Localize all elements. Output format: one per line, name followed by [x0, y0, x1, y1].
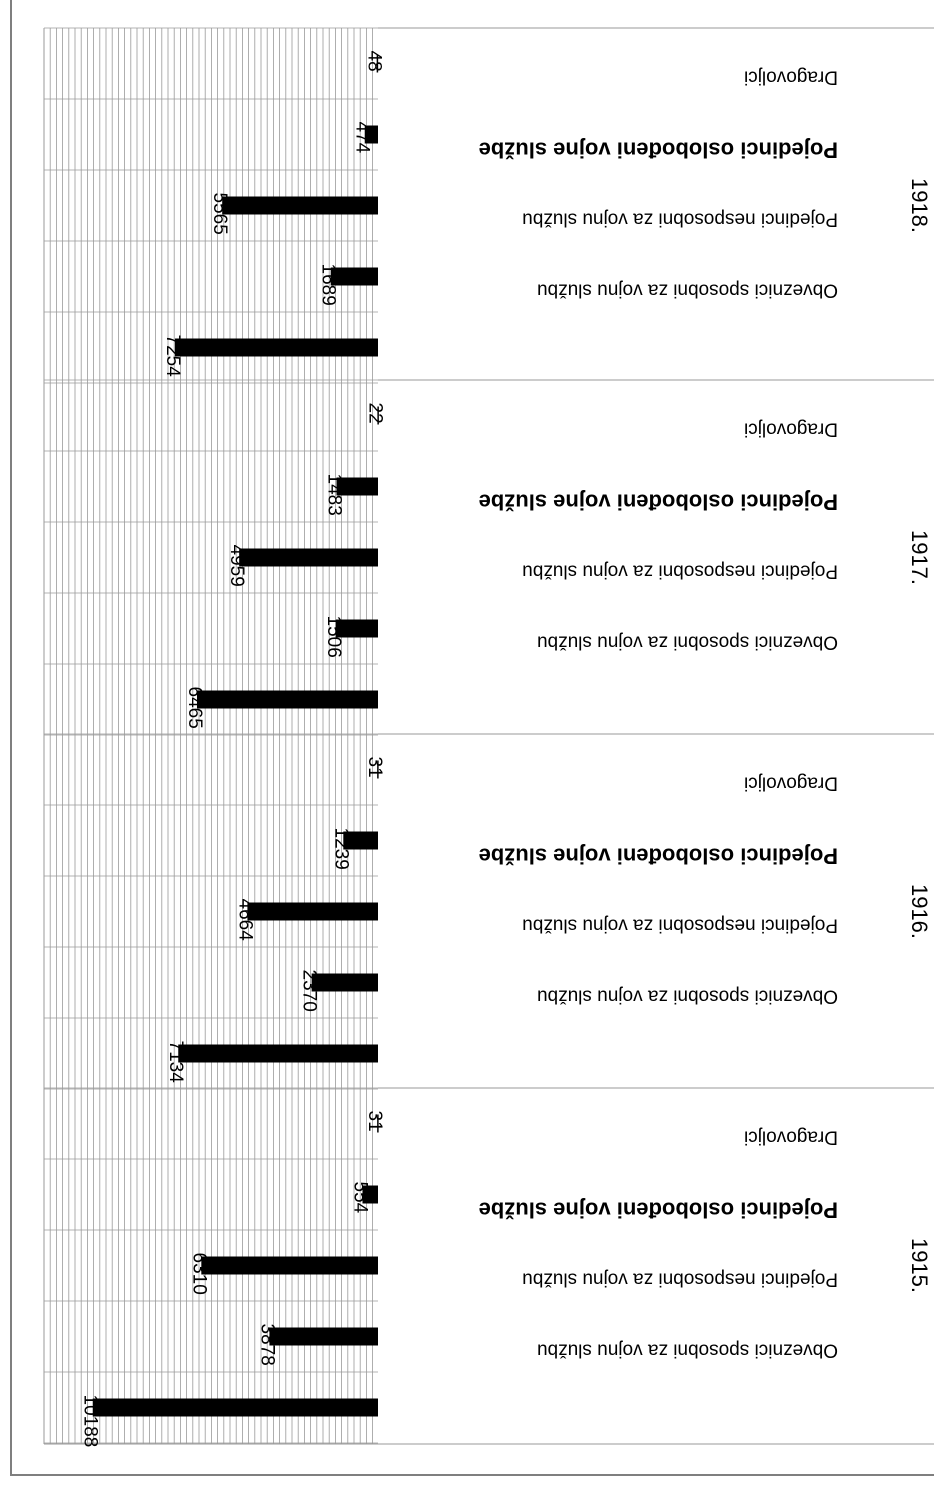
- category-label: Dragovoljci: [744, 419, 838, 440]
- category-label: Pojedinci nesposobni za vojnu službu: [522, 561, 838, 582]
- bar: [336, 477, 378, 496]
- bar: [174, 338, 378, 357]
- bar: [343, 831, 378, 850]
- data-label: 6465: [184, 687, 205, 729]
- bar: [330, 267, 378, 286]
- bar: [222, 196, 378, 215]
- category-label: Obveznici sposobni za vojnu službu: [537, 986, 838, 1007]
- group-0: [92, 1114, 379, 1417]
- data-label: 1506: [323, 616, 344, 658]
- bar: [247, 902, 378, 921]
- group-1: [178, 760, 379, 1063]
- bar: [178, 1044, 378, 1063]
- category-label: Pojedinci oslobođeni vojne službe: [479, 844, 838, 869]
- category-label: Obveznici sposobni za vojnu službu: [537, 632, 838, 653]
- data-label: 1689: [318, 264, 339, 306]
- bar: [377, 406, 379, 425]
- bar: [92, 1398, 379, 1417]
- category-label: Pojedinci oslobođeni vojne službe: [479, 490, 838, 515]
- group-3: [174, 54, 379, 357]
- bar: [377, 1114, 379, 1133]
- data-label: 31: [364, 757, 385, 778]
- data-label: 48: [364, 51, 385, 72]
- data-label: 22: [364, 403, 385, 424]
- group-2: [196, 406, 379, 709]
- year-label: 1918.: [907, 178, 932, 233]
- data-label: 31: [364, 1111, 385, 1132]
- year-label: 1916.: [907, 884, 932, 939]
- data-label: 1239: [330, 828, 351, 870]
- category-label: Dragovoljci: [744, 67, 838, 88]
- data-label: 474: [352, 122, 373, 154]
- bar: [311, 973, 378, 992]
- category-label: Pojedinci nesposobni za vojnu službu: [522, 915, 838, 936]
- data-label: 5565: [209, 193, 230, 235]
- bar: [201, 1256, 378, 1275]
- bar: [364, 125, 378, 144]
- data-label: 4664: [234, 899, 255, 942]
- data-label: 7134: [165, 1041, 186, 1084]
- category-label: Dragovoljci: [744, 773, 838, 794]
- category-label: Obveznici sposobni za vojnu službu: [537, 280, 838, 301]
- bar: [362, 1185, 378, 1204]
- data-label: 3878: [256, 1324, 277, 1366]
- data-label: 7254: [162, 335, 183, 378]
- data-label: 554: [349, 1182, 370, 1214]
- bar: [376, 54, 379, 73]
- year-label: 1915.: [907, 1238, 932, 1293]
- data-label: 1483: [323, 474, 344, 516]
- year-label: 1917.: [907, 530, 932, 585]
- bar: [269, 1327, 378, 1346]
- data-label: 4959: [226, 545, 247, 587]
- category-label: Dragovoljci: [744, 1127, 838, 1148]
- chart-frame: [10, 0, 934, 1476]
- category-label: Pojedinci oslobođeni vojne službe: [479, 138, 838, 163]
- bar: [377, 760, 379, 779]
- data-label: 6310: [188, 1253, 209, 1295]
- category-label: Pojedinci nesposobni za vojnu službu: [522, 1269, 838, 1290]
- category-label: Pojedinci nesposobni za vojnu službu: [522, 209, 838, 230]
- bar: [335, 619, 378, 638]
- bar: [239, 548, 378, 567]
- data-label: 2370: [299, 970, 320, 1012]
- category-label: Obveznici sposobni za vojnu službu: [537, 1340, 838, 1361]
- data-label: 10188: [80, 1395, 101, 1448]
- bar: [196, 690, 378, 709]
- grid: [43, 27, 378, 1444]
- category-label: Pojedinci oslobođeni vojne službe: [479, 1198, 838, 1223]
